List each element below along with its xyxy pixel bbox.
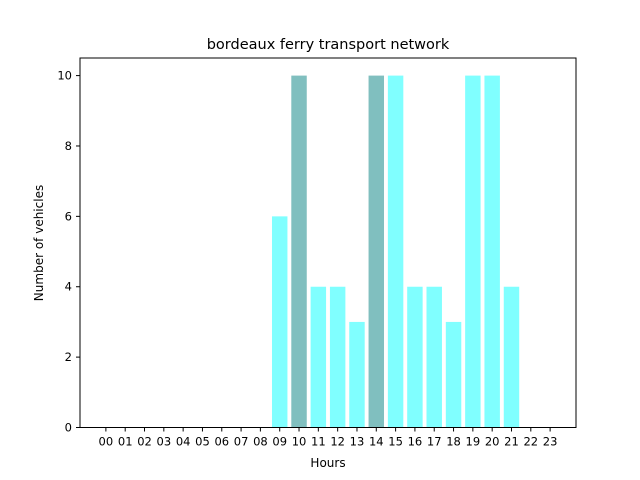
x-tick-label: 12 (330, 435, 345, 449)
x-ticks-group: 00 01 02 03 04 05 06 07 08 09 10 11 12 13 14 15 16 17 18 19… (99, 427, 558, 449)
x-tick-label: 15 (388, 435, 403, 449)
x-tick-label: 08 (253, 435, 268, 449)
x-tick-label: 11 (311, 435, 326, 449)
y-tick-label: 2 (65, 350, 72, 364)
bar-11 (310, 286, 327, 428)
y-tick-label: 0 (65, 421, 72, 435)
bar-19 (465, 75, 481, 428)
y-tick-label: 8 (65, 139, 72, 153)
x-tick-label: 18 (446, 435, 461, 449)
x-tick-label: 22 (523, 435, 538, 449)
bar-16 (407, 286, 423, 428)
y-tick-label: 10 (57, 69, 72, 83)
x-tick-label: 04 (176, 435, 191, 449)
x-tick-label: 03 (157, 435, 172, 449)
x-tick-label: 16 (408, 435, 423, 449)
bar-21 (503, 286, 520, 428)
bar-18 (445, 321, 462, 428)
chart-title: bordeaux ferry transport network (207, 37, 450, 53)
y-tick-label: 4 (65, 280, 72, 294)
x-tick-label: 05 (195, 435, 210, 449)
x-tick-label: 00 (99, 435, 114, 449)
x-tick-label: 09 (272, 435, 287, 449)
y-tick-label: 6 (65, 209, 72, 223)
x-tick-label: 20 (485, 435, 500, 449)
bar-09 (271, 216, 288, 428)
x-tick-label: 23 (543, 435, 558, 449)
bar-14 (368, 75, 385, 428)
bars-group (271, 75, 520, 428)
x-axis-label: Hours (310, 456, 345, 470)
bar-13 (349, 321, 365, 428)
x-tick-label: 17 (427, 435, 442, 449)
x-tick-label: 07 (234, 435, 249, 449)
y-ticks-group: 0 2 4 6 8 10 (57, 69, 80, 435)
x-tick-label: 06 (214, 435, 229, 449)
plot-frame (79, 57, 577, 428)
x-tick-label: 13 (350, 435, 365, 449)
bar-20 (484, 75, 500, 428)
x-tick-label: 02 (137, 435, 152, 449)
x-tick-label: 19 (466, 435, 481, 449)
bar-15 (387, 75, 404, 428)
x-tick-label: 01 (118, 435, 133, 449)
y-axis-label: Number of vehicles (32, 185, 46, 301)
bar-10 (291, 75, 307, 428)
bar-17 (426, 286, 442, 428)
x-tick-label: 10 (292, 435, 307, 449)
x-tick-label: 14 (369, 435, 384, 449)
bar-12 (329, 286, 346, 428)
x-tick-label: 21 (504, 435, 519, 449)
